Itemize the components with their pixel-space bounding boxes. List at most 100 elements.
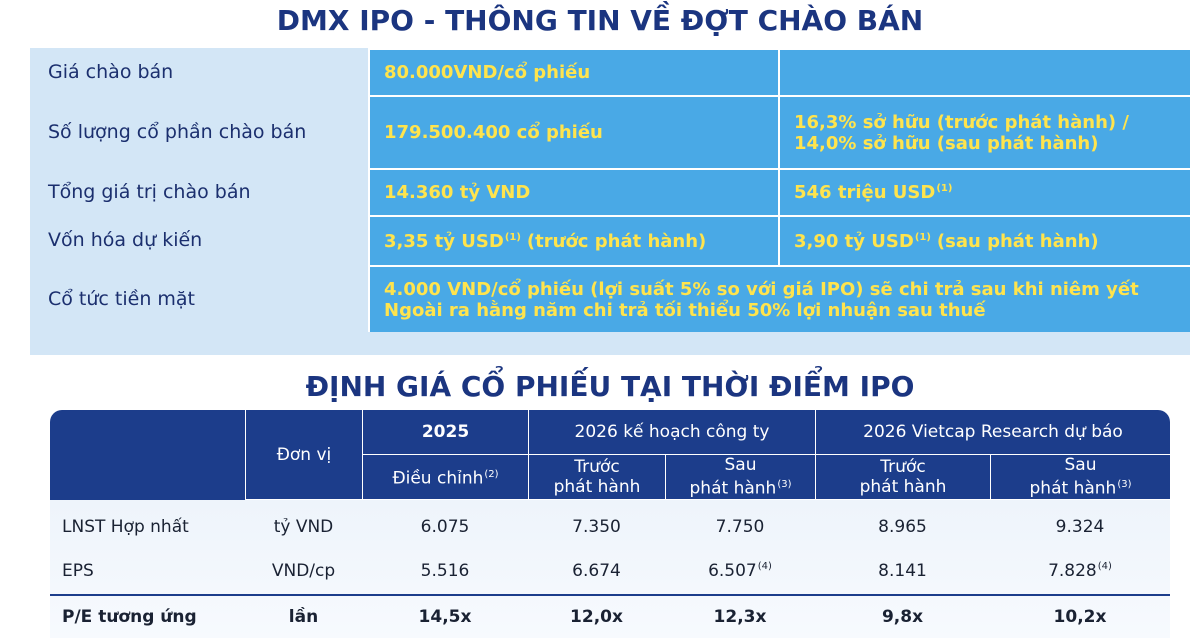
text-line: 14,5x (362, 607, 528, 627)
row-unit: tỷ VND (245, 506, 362, 548)
offer-value: 80.000VND/cổ phiếu (368, 48, 778, 95)
footnote: (1) (914, 231, 931, 243)
row-label: Cổ tức tiền mặt (30, 265, 368, 332)
sub-header: Trước phát hành (815, 455, 990, 500)
text-line: 80.000VND/cổ phiếu (384, 62, 778, 83)
footnote: (1) (504, 231, 521, 243)
offer-extra: 3,90 tỷ USD(1) (sau phát hành) (778, 215, 1190, 265)
text-line: 3,90 tỷ USD(1) (sau phát hành) (794, 231, 1190, 252)
value-cell: 7.750 (665, 506, 815, 548)
value-cell: 8.965 (815, 506, 990, 548)
value-cell: 14,5x (362, 596, 528, 638)
text-line: 6.075 (362, 517, 528, 537)
text-line: 9.324 (990, 517, 1170, 537)
label-text: Vốn hóa dự kiến (48, 229, 203, 251)
value-cell: 7.350 (528, 506, 665, 548)
row-label: P/E tương ứng (50, 596, 245, 638)
text-line: 7.350 (528, 517, 665, 537)
label-text: Cổ tức tiền mặt (48, 287, 196, 310)
text-line: 6.507(4) (665, 561, 815, 581)
cell-text: 6.507 (708, 561, 757, 581)
text-line: phát hành (553, 477, 641, 497)
cell-text: 179.500.400 cổ phiếu (384, 122, 603, 143)
text-line: 14.360 tỷ VND (384, 182, 778, 203)
footnote: (3) (777, 479, 792, 491)
text-line: 12,0x (528, 607, 665, 627)
row-label: Vốn hóa dự kiến (30, 215, 368, 265)
cell-text: 6.674 (572, 561, 621, 581)
cell-text: 8.141 (878, 561, 927, 581)
text-line: 5.516 (362, 561, 528, 581)
cell-text: 6.075 (420, 517, 470, 537)
value-cell: 5.516 (362, 550, 528, 592)
cell-text: 546 triệu USD (794, 182, 936, 203)
cell-text: 5.516 (420, 561, 470, 581)
row-label: Tổng giá trị chào bán (30, 168, 368, 215)
group-name: 2026 kế hoạch công ty (574, 422, 770, 442)
text-line: 8.141 (815, 561, 990, 581)
value-cell: 12,0x (528, 596, 665, 638)
row-label: EPS (50, 550, 245, 592)
row-label: Số lượng cổ phần chào bán (30, 95, 368, 168)
group-header: 2025 (362, 410, 528, 455)
cell-suffix: (trước phát hành) (526, 230, 707, 252)
text-line: 10,2x (990, 607, 1170, 627)
text-line: Sau (724, 455, 757, 476)
text-line: 4.000 VND/cổ phiếu (lợi suất 5% so với g… (384, 278, 1139, 300)
cell-text: 3,35 tỷ USD (384, 230, 504, 252)
value-cell: 6.075 (362, 506, 528, 548)
text-line: 7.750 (665, 517, 815, 537)
value-cell: 6.674 (528, 550, 665, 592)
value-cell: 9.324 (990, 506, 1170, 548)
value-cell: 10,2x (990, 596, 1170, 638)
label-text: Số lượng cổ phần chào bán (48, 120, 307, 143)
sub-header: Sau phát hành(3) (990, 455, 1170, 500)
text-line: phát hành (859, 477, 947, 497)
footnote: (2) (484, 469, 499, 481)
group-name: 2026 Vietcap Research dự báo (863, 422, 1123, 442)
cell-text: 9,8x (881, 607, 924, 627)
cell-suffix: (sau phát hành) (936, 230, 1099, 252)
offer-value: 14.360 tỷ VND (368, 168, 778, 215)
group-name: 2025 (421, 422, 470, 442)
text-line: 14,0% sở hữu (sau phát hành) (794, 132, 1099, 154)
value-cell: 6.507(4) (665, 550, 815, 592)
cell-text: 7.828 (1048, 561, 1097, 581)
text-line: 16,3% sở hữu (trước phát hành) / (794, 111, 1129, 133)
unit-text: tỷ VND (273, 517, 334, 537)
label-text: P/E tương ứng (62, 607, 197, 627)
row-label: LNST Hợp nhất (50, 506, 245, 548)
cell-text: 7.350 (572, 517, 621, 537)
footnote: (3) (1117, 479, 1132, 491)
cell-text: 7.750 (715, 517, 765, 537)
sub-header: Điều chỉnh(2) (362, 455, 528, 500)
cell-text: 80.000VND/cổ phiếu (384, 62, 591, 83)
text-line: phát hành(3) (689, 478, 792, 499)
unit-header: Đơn vị (245, 410, 362, 500)
row-unit: VND/cp (245, 550, 362, 592)
valuation-title: ĐỊNH GIÁ CỔ PHIẾU TẠI THỜI ĐIỂM IPO (305, 370, 915, 403)
value-cell: 12,3x (665, 596, 815, 638)
unit-text: lần (288, 607, 319, 627)
footnote: (4) (757, 561, 772, 573)
cell-text: 12,0x (570, 607, 623, 627)
cell-text: 8.965 (878, 517, 927, 537)
valuation-header (50, 410, 1170, 500)
label-text: Tổng giá trị chào bán (48, 180, 251, 203)
text-line: 6.674 (528, 561, 665, 581)
page-title: DMX IPO - THÔNG TIN VỀ ĐỢT CHÀO BÁN (276, 4, 924, 37)
text-line: 546 triệu USD(1) (794, 182, 1190, 203)
footnote: (4) (1097, 561, 1112, 573)
value-cell: 8.141 (815, 550, 990, 592)
label-text: Giá chào bán (48, 60, 174, 83)
text-line: 12,3x (665, 607, 815, 627)
text-line: 179.500.400 cổ phiếu (384, 122, 778, 143)
group-header: 2026 Vietcap Research dự báo (815, 410, 1170, 455)
text-line: Sau (1064, 455, 1097, 476)
label-text: LNST Hợp nhất (62, 517, 189, 537)
unit-text: VND/cp (271, 561, 336, 581)
group-header: 2026 kế hoạch công ty (528, 410, 815, 455)
unit-header-text: Đơn vị (276, 444, 332, 465)
text-line: 7.828(4) (990, 561, 1170, 581)
